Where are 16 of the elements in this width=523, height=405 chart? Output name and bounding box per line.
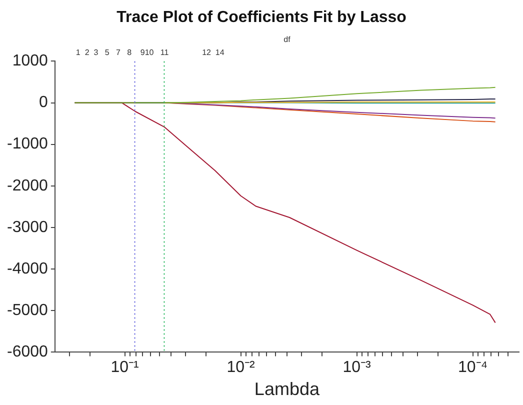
- text: df: [284, 35, 292, 44]
- y-tick-label: -1000: [7, 136, 48, 153]
- x-axis-title: Lambda: [254, 379, 320, 400]
- x-tick-label: 10⁻⁴: [458, 359, 488, 376]
- y-tick-label: -6000: [7, 344, 48, 361]
- chart-title: Trace Plot of Coefficients Fit by Lasso: [116, 9, 407, 26]
- x-tick-label: 10⁻³: [342, 359, 372, 376]
- y-tick-label: 0: [39, 94, 48, 112]
- y-tick-label: -5000: [7, 302, 48, 320]
- x-tick-label: 10⁻²: [226, 359, 256, 376]
- x-tick-label: 10⁻¹: [110, 359, 139, 376]
- y-tick-label: -4000: [7, 260, 48, 278]
- y-tick-label: -2000: [7, 177, 48, 194]
- text: 1 2 3 5 7 8 910 11 12 14: [76, 48, 225, 58]
- y-tick-label: -3000: [7, 218, 48, 236]
- y-tick-label: 1000: [12, 52, 48, 70]
